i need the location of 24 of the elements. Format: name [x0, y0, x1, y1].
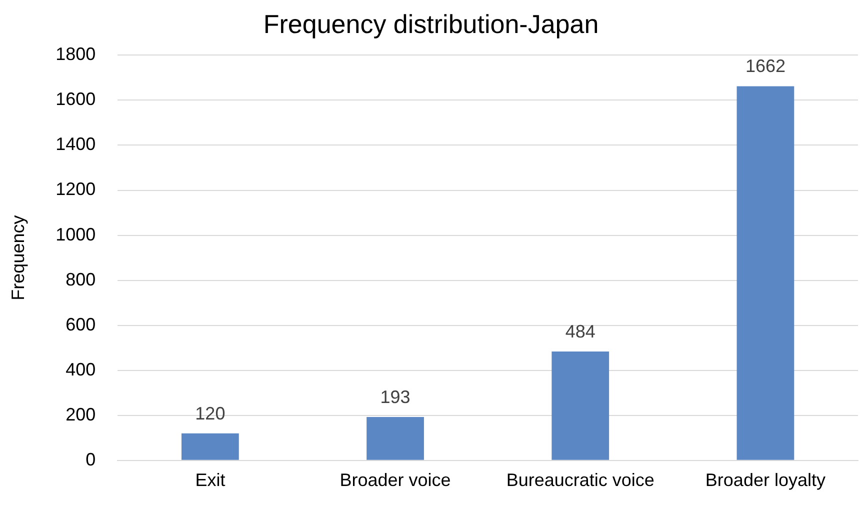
y-tick-label: 1400: [56, 134, 96, 154]
y-tick-label: 1000: [56, 224, 96, 244]
y-tick-label: 0: [86, 449, 96, 470]
y-tick-label: 1600: [56, 89, 96, 110]
x-tick-label: Bureaucratic voice: [506, 470, 654, 490]
y-tick-label: 1200: [56, 179, 96, 200]
data-label: 120: [195, 403, 226, 424]
chart-title: Frequency distribution-Japan: [263, 8, 599, 39]
y-axis-title: Frequency: [8, 215, 28, 300]
y-tick-label: 1800: [56, 44, 96, 64]
data-label: 1662: [745, 56, 786, 76]
y-tick-label: 200: [66, 404, 96, 424]
bar: [182, 433, 239, 460]
y-tick-label: 600: [66, 314, 96, 334]
x-tick-label: Broader loyalty: [705, 470, 826, 490]
data-label: 193: [380, 386, 410, 407]
bar: [366, 416, 424, 460]
x-tick-label: Broader voice: [340, 470, 451, 490]
bar: [736, 86, 794, 460]
y-tick-label: 400: [66, 359, 96, 380]
bar: [552, 351, 610, 460]
y-tick-label: 800: [66, 269, 96, 290]
x-tick-label: Exit: [195, 470, 226, 490]
data-label: 484: [565, 321, 596, 342]
